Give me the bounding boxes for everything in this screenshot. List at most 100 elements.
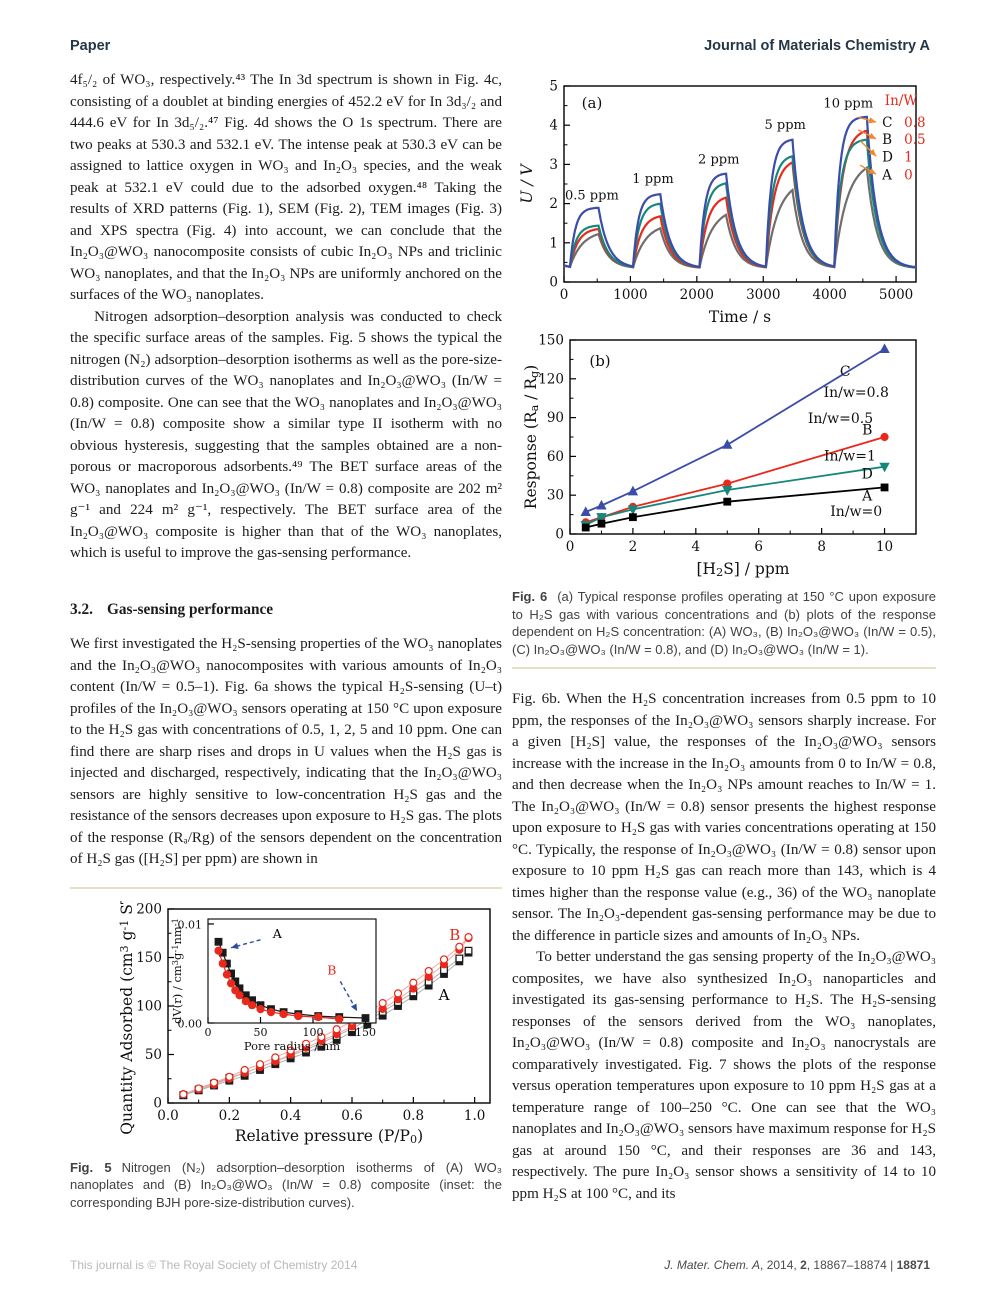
svg-text:B: B bbox=[327, 962, 336, 977]
svg-text:Pore radius / nm: Pore radius / nm bbox=[244, 1039, 340, 1053]
svg-text:1: 1 bbox=[904, 149, 913, 165]
header-journal-title: Journal of Materials Chemistry A bbox=[704, 38, 930, 54]
svg-text:Quantity Adsorbed (cm3 g-1 STP: Quantity Adsorbed (cm3 g-1 STP) bbox=[118, 901, 136, 1135]
svg-text:Relative pressure (P/P0): Relative pressure (P/P0) bbox=[235, 1127, 423, 1146]
svg-text:150: 150 bbox=[355, 1026, 376, 1039]
svg-text:90: 90 bbox=[547, 410, 564, 426]
svg-text:0: 0 bbox=[566, 539, 575, 555]
footer-citation-part: , 2014, bbox=[760, 1258, 801, 1272]
svg-text:100: 100 bbox=[303, 1026, 324, 1039]
svg-text:0.01: 0.01 bbox=[178, 918, 203, 931]
svg-text:B: B bbox=[882, 132, 892, 148]
figure-separator-rule bbox=[70, 886, 502, 889]
right-column: 0 1000 2000 3000 4000 5000 0 1 2 3 4 5 Time / s U / V… bbox=[512, 76, 936, 1205]
body-paragraph: To better understand the gas sensing pro… bbox=[512, 949, 936, 1202]
footer-citation: J. Mater. Chem. A, 2014, 2, 18867–18874 … bbox=[664, 1258, 930, 1272]
svg-text:(a): (a) bbox=[582, 94, 603, 112]
footer-copyright: This journal is © The Royal Society of C… bbox=[70, 1258, 358, 1272]
svg-text:200: 200 bbox=[136, 901, 162, 917]
svg-text:4: 4 bbox=[549, 118, 558, 134]
svg-text:[H2S] / ppm: [H2S] / ppm bbox=[697, 560, 790, 578]
fig6-caption-text: (a) Typical response profiles operating … bbox=[512, 589, 937, 657]
footer-volume: 2 bbox=[800, 1258, 807, 1272]
svg-text:B: B bbox=[449, 926, 460, 944]
fig5-isotherm-chart: 0.0 0.2 0.4 0.6 0.8 1.0 0 50 100 150 200 Relative p… bbox=[118, 901, 491, 1146]
svg-text:6: 6 bbox=[754, 539, 763, 555]
body-paragraph: We first investigated the H₂S-sensing pr… bbox=[70, 636, 502, 867]
fig5-caption: Fig. 5 Nitrogen (N₂) adsorption–desorptio… bbox=[70, 1159, 502, 1212]
fig6b-response-concentration-chart: 0 2 4 6 8 10 0 30 60 90 120 150 [H2S] / ppm Response … bbox=[522, 333, 917, 578]
svg-text:Response (Ra / Rg): Response (Ra / Rg) bbox=[522, 365, 541, 509]
section-title: Gas-sensing performance bbox=[106, 600, 274, 618]
svg-text:In/w=0: In/w=0 bbox=[830, 504, 882, 520]
svg-text:8: 8 bbox=[817, 539, 826, 555]
svg-text:(b): (b) bbox=[589, 352, 610, 370]
figure-separator-rule bbox=[512, 667, 936, 669]
svg-text:0: 0 bbox=[904, 167, 913, 183]
svg-text:0.00: 0.00 bbox=[178, 1017, 203, 1030]
fig6-caption-label: Fig. 6 bbox=[512, 589, 548, 604]
svg-text:3000: 3000 bbox=[746, 287, 780, 303]
svg-text:50: 50 bbox=[145, 1047, 162, 1063]
svg-text:0.8: 0.8 bbox=[904, 115, 925, 131]
svg-text:A: A bbox=[861, 488, 873, 504]
svg-text:1000: 1000 bbox=[613, 287, 647, 303]
svg-text:1 ppm: 1 ppm bbox=[632, 172, 673, 187]
svg-text:0: 0 bbox=[560, 287, 569, 303]
footer-page-number: 18871 bbox=[896, 1258, 930, 1272]
svg-text:In/w=0.5: In/w=0.5 bbox=[808, 411, 873, 427]
svg-text:2: 2 bbox=[629, 539, 638, 555]
svg-text:1: 1 bbox=[549, 235, 558, 251]
svg-text:D: D bbox=[862, 466, 873, 482]
svg-text:D: D bbox=[882, 149, 893, 165]
svg-text:0.6: 0.6 bbox=[341, 1108, 362, 1124]
fig6a-response-profile-chart: 0 1000 2000 3000 4000 5000 0 1 2 3 4 5 Time / s U / V… bbox=[518, 79, 926, 325]
svg-text:60: 60 bbox=[547, 449, 564, 465]
svg-text:120: 120 bbox=[538, 371, 564, 387]
svg-text:dV(r) / cm3g-1nm-1: dV(r) / cm3g-1nm-1 bbox=[170, 918, 184, 1024]
svg-text:0.5 ppm: 0.5 ppm bbox=[565, 189, 619, 204]
svg-text:0: 0 bbox=[153, 1095, 162, 1111]
body-paragraph: Nitrogen adsorption–desorption analysis … bbox=[70, 308, 502, 562]
fig5-caption-label: Fig. 5 bbox=[70, 1159, 112, 1175]
svg-text:100: 100 bbox=[136, 998, 162, 1014]
header-left: Paper bbox=[70, 38, 111, 54]
svg-text:1.0: 1.0 bbox=[464, 1108, 485, 1124]
fig6-caption: Fig. 6 (a) Typical response profiles oper… bbox=[512, 588, 936, 658]
svg-text:0.0: 0.0 bbox=[157, 1108, 178, 1124]
svg-text:150: 150 bbox=[136, 950, 162, 966]
page-footer: This journal is © The Royal Society of C… bbox=[70, 1258, 930, 1272]
svg-text:2: 2 bbox=[549, 196, 558, 212]
section-heading: 3.2. Gas-sensing performance bbox=[70, 599, 502, 621]
svg-text:5 ppm: 5 ppm bbox=[764, 118, 805, 133]
svg-text:5000: 5000 bbox=[879, 287, 913, 303]
svg-text:A: A bbox=[438, 986, 450, 1004]
svg-text:U / V: U / V bbox=[518, 163, 536, 204]
footer-citation-part: , 18867–18874 | bbox=[806, 1258, 897, 1272]
svg-text:4000: 4000 bbox=[812, 287, 846, 303]
svg-text:In/w=1: In/w=1 bbox=[824, 448, 876, 464]
svg-text:3: 3 bbox=[549, 157, 558, 173]
svg-text:50: 50 bbox=[254, 1026, 268, 1039]
svg-text:0.2: 0.2 bbox=[219, 1108, 240, 1124]
svg-text:10: 10 bbox=[876, 539, 893, 555]
left-column: 4f₅/₂ of WO₃, respectively.⁴³ The In 3d … bbox=[70, 70, 502, 1211]
svg-text:Time / s: Time / s bbox=[709, 308, 771, 324]
svg-text:2 ppm: 2 ppm bbox=[698, 153, 739, 168]
svg-text:In/w=0.8: In/w=0.8 bbox=[824, 385, 889, 401]
svg-text:0: 0 bbox=[205, 1026, 212, 1039]
svg-text:2000: 2000 bbox=[680, 287, 714, 303]
svg-text:0.5: 0.5 bbox=[904, 132, 925, 148]
body-paragraph: Fig. 6b. When the H₂S concentration incr… bbox=[512, 691, 936, 944]
svg-text:C: C bbox=[882, 115, 892, 131]
svg-text:30: 30 bbox=[547, 488, 564, 504]
svg-text:In/W: In/W bbox=[885, 93, 918, 109]
svg-text:B: B bbox=[862, 422, 872, 438]
svg-text:C: C bbox=[840, 364, 851, 380]
svg-text:4: 4 bbox=[692, 539, 701, 555]
svg-text:0.4: 0.4 bbox=[280, 1108, 301, 1124]
svg-text:5: 5 bbox=[549, 79, 558, 95]
svg-text:10 ppm: 10 ppm bbox=[823, 97, 873, 112]
svg-text:0.8: 0.8 bbox=[403, 1108, 424, 1124]
